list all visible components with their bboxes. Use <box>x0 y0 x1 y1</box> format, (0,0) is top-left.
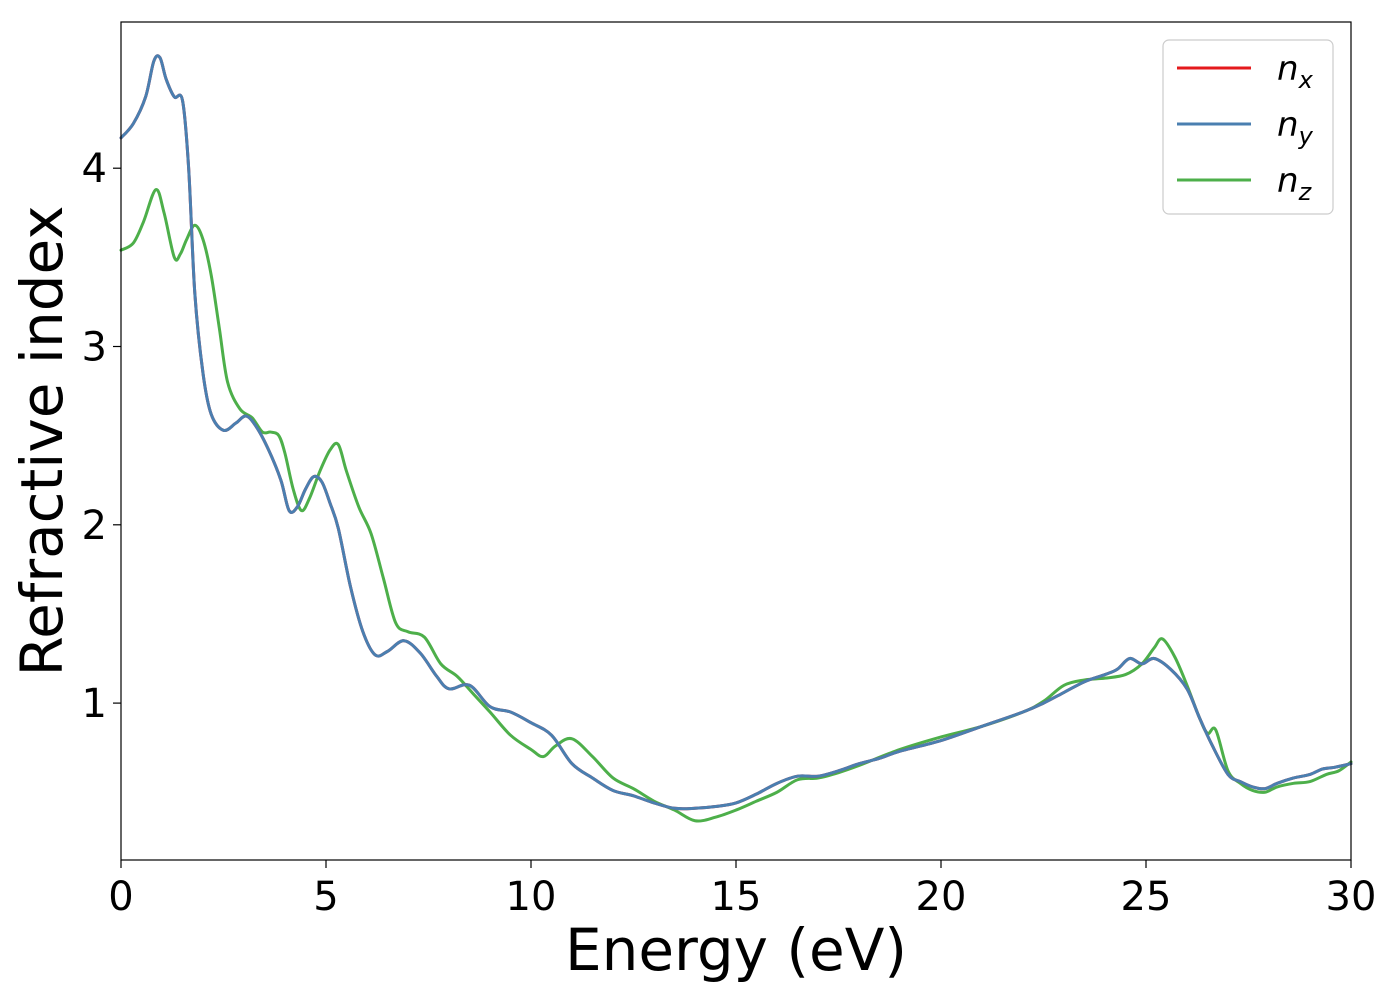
legend-subscript: y <box>1298 122 1314 150</box>
x-axis: 0 5 10 15 20 25 30 <box>108 860 1376 920</box>
series-layer <box>119 54 1353 823</box>
legend-subscript: x <box>1298 66 1314 94</box>
legend-subscript: z <box>1298 178 1313 206</box>
y-tick-label: 1 <box>82 681 107 727</box>
series-line-nz <box>119 188 1353 823</box>
y-axis-title: Refractive index <box>8 205 76 676</box>
y-tick-label: 4 <box>82 146 107 192</box>
x-tick-label: 5 <box>313 874 338 920</box>
x-tick-label: 10 <box>506 874 557 920</box>
x-tick-label: 20 <box>916 874 967 920</box>
legend-box <box>1162 39 1334 215</box>
x-tick-label: 0 <box>108 874 133 920</box>
y-tick-label: 3 <box>82 325 107 371</box>
y-axis: 1 2 3 4 <box>82 146 121 727</box>
x-axis-title: Energy (eV) <box>565 916 907 984</box>
y-tick-label: 2 <box>82 503 107 549</box>
x-tick-label: 25 <box>1121 874 1172 920</box>
series-line-ny <box>119 54 1353 811</box>
x-tick-label: 30 <box>1326 874 1377 920</box>
x-tick-label: 15 <box>711 874 762 920</box>
